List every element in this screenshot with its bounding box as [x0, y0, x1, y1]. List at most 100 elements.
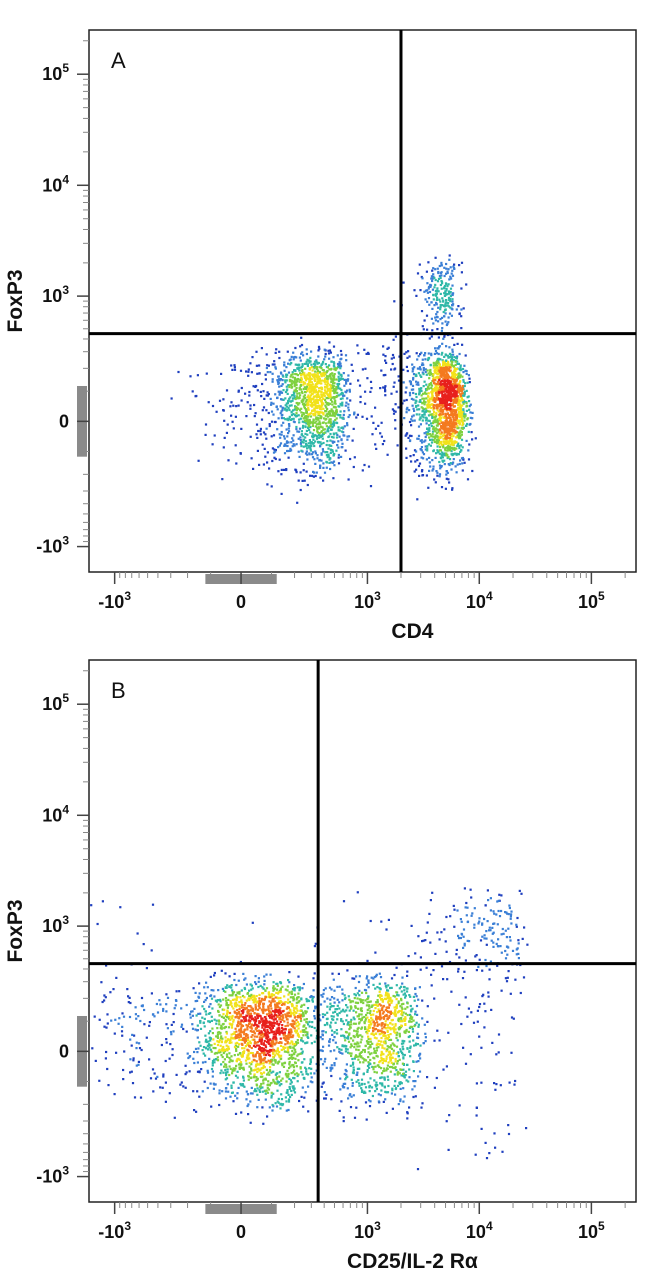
- event-dot: [225, 1074, 228, 1077]
- event-dot: [483, 917, 486, 921]
- event-dot: [311, 1000, 314, 1003]
- event-dot: [352, 1022, 356, 1025]
- event-dot: [288, 1087, 291, 1090]
- event-dot: [330, 1067, 333, 1071]
- event-dot: [340, 446, 343, 449]
- event-dot: [308, 1020, 311, 1023]
- event-dot: [363, 463, 366, 467]
- event-dot: [105, 964, 108, 967]
- event-dot: [161, 1086, 164, 1089]
- event-dot: [236, 1076, 239, 1079]
- event-dot: [247, 368, 250, 371]
- event-dot: [318, 381, 321, 384]
- event-dot: [282, 375, 285, 378]
- event-dot: [449, 388, 453, 391]
- event-dot: [277, 378, 281, 381]
- event-dot: [205, 1038, 208, 1041]
- event-dot: [334, 418, 337, 422]
- event-dot: [498, 915, 502, 918]
- event-dot: [450, 272, 453, 275]
- event-dot: [401, 1053, 404, 1056]
- event-dot: [313, 945, 316, 948]
- event-dot: [459, 366, 462, 369]
- event-dot: [412, 378, 415, 381]
- event-dot: [454, 429, 457, 432]
- event-dot: [218, 1031, 221, 1034]
- event-dot: [288, 380, 291, 383]
- event-dot: [256, 1093, 259, 1096]
- event-dot: [418, 391, 421, 394]
- event-dot: [300, 997, 303, 1000]
- event-dot: [348, 414, 351, 417]
- event-dot: [462, 380, 465, 383]
- event-dot: [444, 380, 447, 384]
- event-dot: [353, 1116, 357, 1119]
- event-dot: [321, 1013, 324, 1016]
- event-dot: [261, 443, 264, 446]
- event-dot: [509, 915, 512, 918]
- event-dot: [434, 415, 438, 418]
- event-dot: [312, 420, 315, 423]
- event-dot: [304, 440, 308, 443]
- event-dot: [322, 1030, 325, 1033]
- event-dot: [151, 1068, 155, 1071]
- event-dot: [457, 431, 460, 434]
- event-dot: [318, 420, 321, 423]
- event-dot: [312, 475, 315, 478]
- event-dot: [347, 403, 350, 406]
- event-dot: [455, 471, 458, 474]
- event-dot: [292, 397, 295, 400]
- event-dot: [507, 1124, 510, 1127]
- event-dot: [404, 994, 407, 997]
- event-dot: [461, 977, 465, 980]
- event-dot: [464, 959, 467, 962]
- event-dot: [302, 395, 305, 398]
- event-dot: [429, 364, 432, 367]
- event-dot: [417, 434, 421, 437]
- event-dot: [313, 471, 316, 474]
- event-dot: [409, 1045, 412, 1048]
- event-dot: [446, 394, 449, 397]
- event-dot: [448, 960, 452, 964]
- event-dot: [304, 425, 307, 429]
- event-dot: [439, 358, 442, 361]
- event-dot: [281, 1104, 284, 1107]
- event-dot: [419, 423, 422, 426]
- event-dot: [418, 366, 422, 369]
- event-dot: [334, 1008, 337, 1011]
- event-dot: [457, 404, 460, 407]
- event-dot: [417, 1023, 420, 1026]
- event-dot: [321, 379, 324, 382]
- event-dot: [455, 380, 458, 383]
- event-dot: [292, 391, 295, 394]
- event-dot: [325, 386, 328, 389]
- event-dot: [449, 275, 452, 278]
- event-dot: [209, 994, 212, 998]
- event-dot: [344, 996, 347, 999]
- event-dot: [198, 1071, 201, 1074]
- event-dot: [423, 411, 426, 414]
- event-dot: [315, 393, 318, 396]
- event-dot: [274, 1102, 277, 1105]
- event-dot: [227, 998, 230, 1001]
- event-dot: [433, 1086, 436, 1089]
- event-dot: [438, 938, 441, 941]
- event-dot: [485, 964, 488, 968]
- event-dot: [452, 377, 455, 380]
- event-dot: [292, 412, 295, 416]
- event-dot: [447, 390, 450, 393]
- event-dot: [237, 979, 240, 982]
- event-dot: [433, 440, 436, 443]
- event-dot: [453, 263, 456, 266]
- event-dot: [342, 1082, 345, 1085]
- event-dot: [321, 437, 324, 440]
- event-dot: [308, 368, 311, 371]
- event-dot: [220, 969, 223, 972]
- event-dot: [284, 988, 287, 991]
- event-dot: [283, 437, 286, 440]
- event-dot: [311, 422, 314, 425]
- event-dot: [331, 382, 335, 385]
- event-dot: [396, 444, 399, 447]
- event-dot: [412, 1019, 415, 1022]
- event-dot: [209, 975, 212, 978]
